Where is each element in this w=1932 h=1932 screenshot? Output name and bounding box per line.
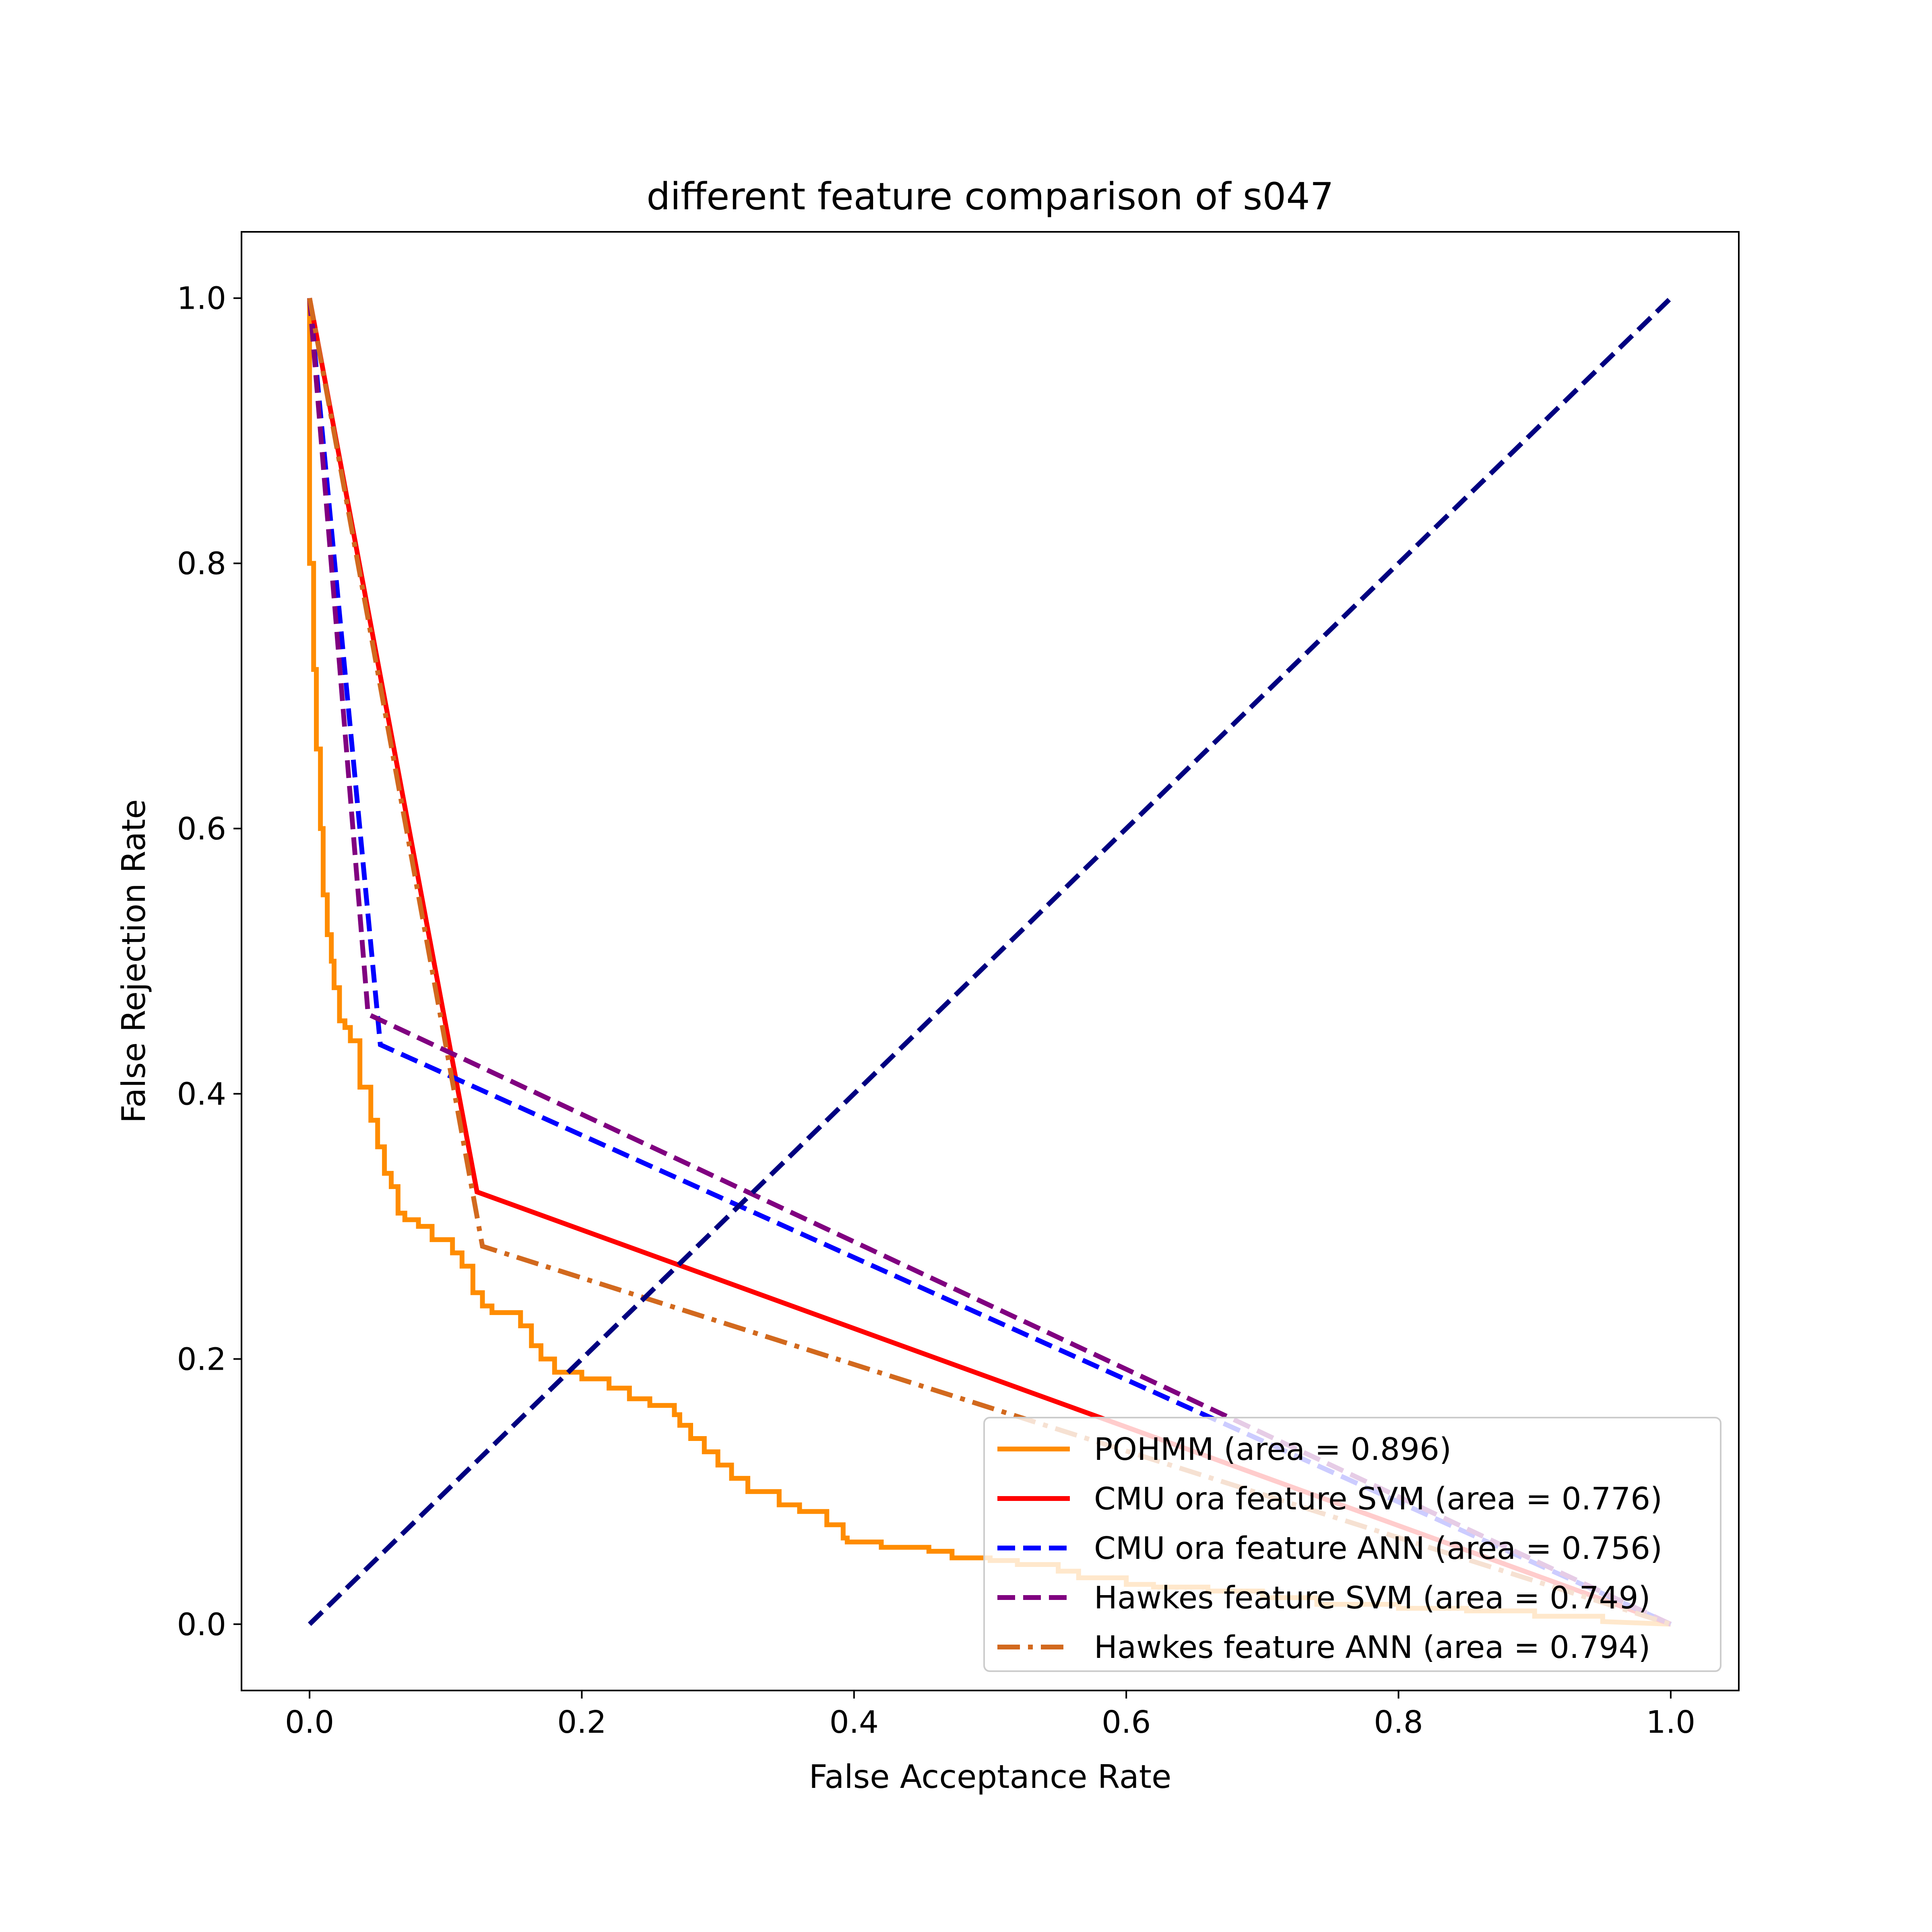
y-tick-label-3: 0.6 bbox=[177, 811, 226, 847]
series-line-5 bbox=[308, 296, 1673, 1626]
chart-title: different feature comparison of s047 bbox=[646, 175, 1334, 218]
series-line-2 bbox=[307, 298, 1672, 1627]
x-tick-label-0: 0.0 bbox=[285, 1705, 334, 1740]
legend-label-1: CMU ora feature SVM (area = 0.776) bbox=[1094, 1481, 1662, 1517]
plot-frame bbox=[241, 231, 1740, 1691]
y-tick-label-4: 0.8 bbox=[177, 546, 226, 582]
x-tick-label-2: 0.4 bbox=[830, 1705, 879, 1740]
legend-label-4: Hawkes feature ANN (area = 0.794) bbox=[1094, 1630, 1650, 1666]
y-tick-label-5: 1.0 bbox=[177, 281, 226, 317]
legend-box bbox=[983, 1417, 1721, 1672]
y-tick-label-0: 0.0 bbox=[177, 1607, 226, 1643]
x-tick-label-1: 0.2 bbox=[557, 1705, 606, 1740]
y-axis-ticks: 0.0 0.2 0.4 0.6 0.8 1.0 bbox=[177, 281, 242, 1643]
legend-label-0: POHMM (area = 0.896) bbox=[1094, 1432, 1451, 1468]
legend-label-2: CMU ora feature ANN (area = 0.756) bbox=[1094, 1531, 1662, 1567]
x-tick-label-3: 0.6 bbox=[1102, 1705, 1151, 1740]
x-tick-label-4: 0.8 bbox=[1374, 1705, 1423, 1740]
y-tick-label-2: 0.4 bbox=[177, 1076, 226, 1112]
x-axis-ticks: 0.0 0.2 0.4 0.6 0.8 1.0 bbox=[285, 1690, 1695, 1740]
legend: POHMM (area = 0.896) CMU ora feature SVM … bbox=[983, 1417, 1721, 1672]
y-tick-label-1: 0.2 bbox=[177, 1342, 226, 1377]
x-tick-label-5: 1.0 bbox=[1646, 1705, 1695, 1740]
y-axis-label: False Rejection Rate bbox=[115, 799, 153, 1123]
legend-label-3: Hawkes feature SVM (area = 0.749) bbox=[1094, 1580, 1651, 1616]
x-axis-label: False Acceptance Rate bbox=[809, 1758, 1172, 1796]
